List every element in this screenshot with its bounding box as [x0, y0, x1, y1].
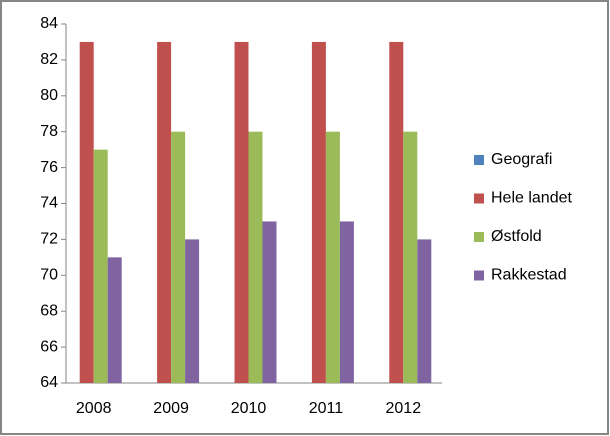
legend-marker — [474, 193, 484, 204]
y-tick-label: 80 — [40, 87, 58, 104]
bar — [171, 131, 186, 383]
y-tick-label: 64 — [40, 374, 58, 391]
bar — [93, 149, 108, 383]
bar — [185, 239, 200, 383]
y-tick-label: 74 — [40, 195, 58, 212]
legend-label: Østfold — [491, 228, 542, 245]
bar — [248, 131, 263, 383]
x-tick-label: 2010 — [231, 400, 267, 417]
y-tick-label: 84 — [40, 15, 58, 32]
bar — [157, 41, 172, 383]
x-tick-label: 2012 — [386, 400, 422, 417]
legend-label: Rakkestad — [491, 267, 567, 284]
bar — [325, 131, 340, 383]
bar — [403, 131, 418, 383]
bar — [262, 221, 277, 383]
legend-label: Hele landet — [491, 190, 573, 207]
y-tick-label: 66 — [40, 338, 58, 355]
bar — [311, 41, 326, 383]
bar — [107, 257, 122, 383]
y-tick-label: 78 — [40, 123, 58, 140]
legend-marker — [474, 232, 484, 242]
x-tick-label: 2008 — [76, 400, 112, 417]
bar — [234, 41, 249, 383]
y-tick-label: 68 — [40, 302, 58, 319]
y-tick-label: 70 — [40, 267, 58, 284]
legend-marker — [474, 155, 484, 165]
x-tick-label: 2009 — [153, 400, 189, 417]
bar — [417, 239, 432, 383]
bar — [79, 41, 94, 383]
legend-marker — [474, 270, 484, 281]
legend-label: Geografi — [491, 151, 552, 168]
y-tick-label: 76 — [40, 159, 58, 176]
y-tick-label: 82 — [40, 51, 58, 68]
y-tick-label: 72 — [40, 231, 58, 248]
bar — [389, 41, 404, 383]
x-tick-label: 2011 — [309, 400, 344, 417]
bar — [339, 221, 354, 383]
